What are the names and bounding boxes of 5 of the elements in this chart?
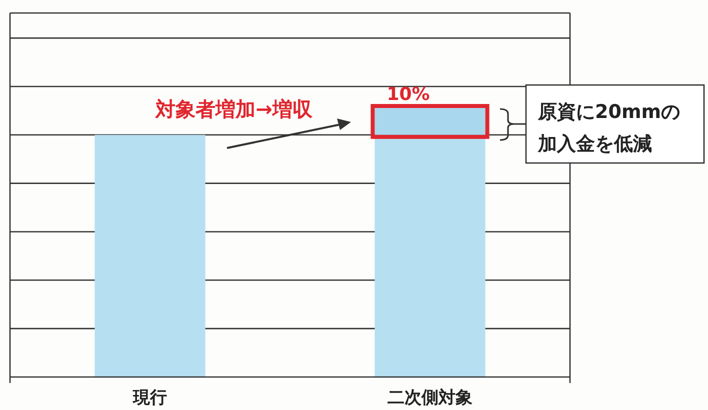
x-tick-label: 二次側対象 [388,388,472,408]
annotation: 10% [386,84,430,105]
annotation: 対象者増加→増収 [154,97,314,121]
x-tick-label: 現行 [132,388,167,408]
annotation: 原資に20mmの加入金を低減 [537,101,680,155]
